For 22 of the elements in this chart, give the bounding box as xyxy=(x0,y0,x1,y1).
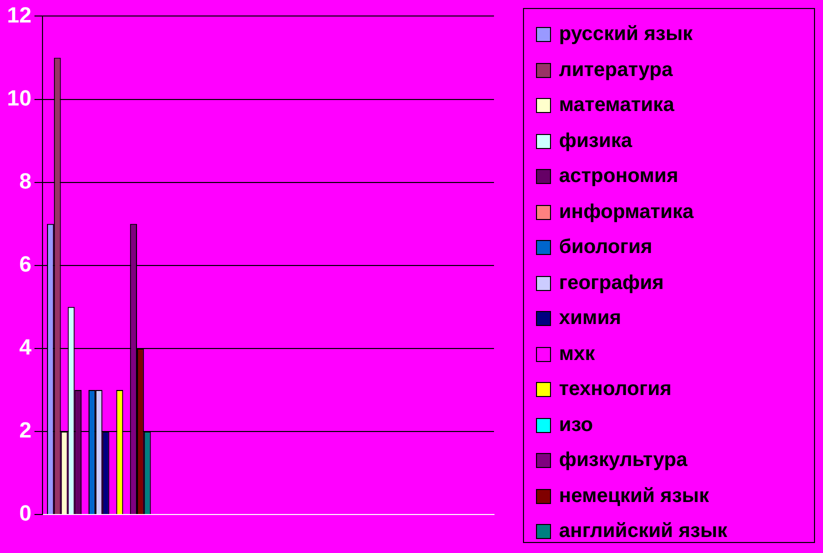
legend-label: мхк xyxy=(558,342,596,367)
y-tick-label: 10 xyxy=(6,85,32,110)
legend-label: литература xyxy=(558,58,674,83)
y-tick-label: 0 xyxy=(19,500,32,526)
legend-label: физкультура xyxy=(558,448,688,474)
legend-label: математика xyxy=(558,93,676,118)
y-tick-label: 2 xyxy=(19,418,32,443)
y-tick-label: 8 xyxy=(19,168,32,194)
legend-label: английский язык xyxy=(558,519,728,544)
legend-label: химия xyxy=(558,306,622,332)
legend-label: физика xyxy=(558,128,634,154)
legend-label: информатика xyxy=(558,200,695,225)
legend-label: технология xyxy=(558,377,673,402)
y-tick-label: 12 xyxy=(6,2,32,28)
y-tick-label: 6 xyxy=(19,251,32,276)
legend-label: география xyxy=(558,270,665,296)
y-tick-label: 4 xyxy=(19,334,32,360)
legend-label: астрономия xyxy=(558,164,680,190)
legend-label: биология xyxy=(558,235,654,260)
legend-label: изо xyxy=(558,412,594,438)
legend-label: русский язык xyxy=(558,22,694,48)
legend-label: немецкий язык xyxy=(558,484,710,509)
